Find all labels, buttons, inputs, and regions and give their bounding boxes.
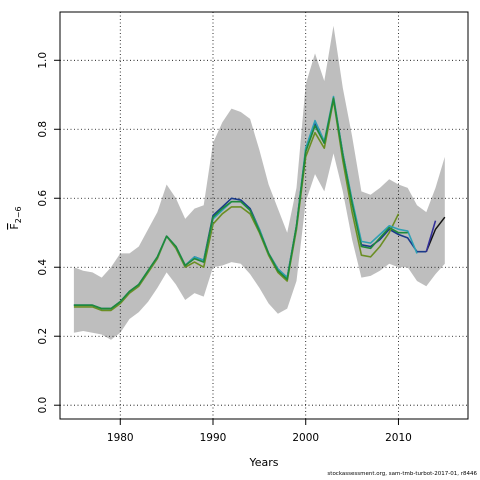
series-line-7 [425,220,437,252]
x-tick-label: 2010 [385,432,412,444]
y-tick-label: 1.0 [37,52,49,69]
y-tick-label: 0.6 [37,190,49,207]
y-axis-label-sub: 2−6 [14,206,23,223]
series-layer [73,95,446,312]
x-tick-label: 2000 [292,432,319,444]
x-tick-label: 1980 [107,432,134,444]
series-line-2 [73,99,400,312]
y-tick-label: 0.8 [37,121,49,138]
confidence-band-layer [73,25,445,340]
y-tick-label: 0.4 [37,259,49,276]
y-axis: 0.0 0.2 0.4 0.6 0.8 1.0 [37,52,60,414]
series-line-6 [425,216,446,252]
series-line-4 [73,97,408,310]
y-axis-label-main: F [8,223,21,229]
y-tick-label: 0.0 [37,397,49,414]
x-axis-label: Years [248,456,278,469]
plot-frame [59,11,469,420]
x-tick-label: 1990 [200,432,227,444]
y-axis-label: F2−6 [8,206,23,229]
confidence-band [73,25,445,340]
source-credit: stockassessment.org, sam-tmb-turbot-2017… [327,471,477,477]
y-tick-label: 0.2 [37,328,49,345]
x-axis: 1980 1990 2000 2010 [107,419,412,444]
